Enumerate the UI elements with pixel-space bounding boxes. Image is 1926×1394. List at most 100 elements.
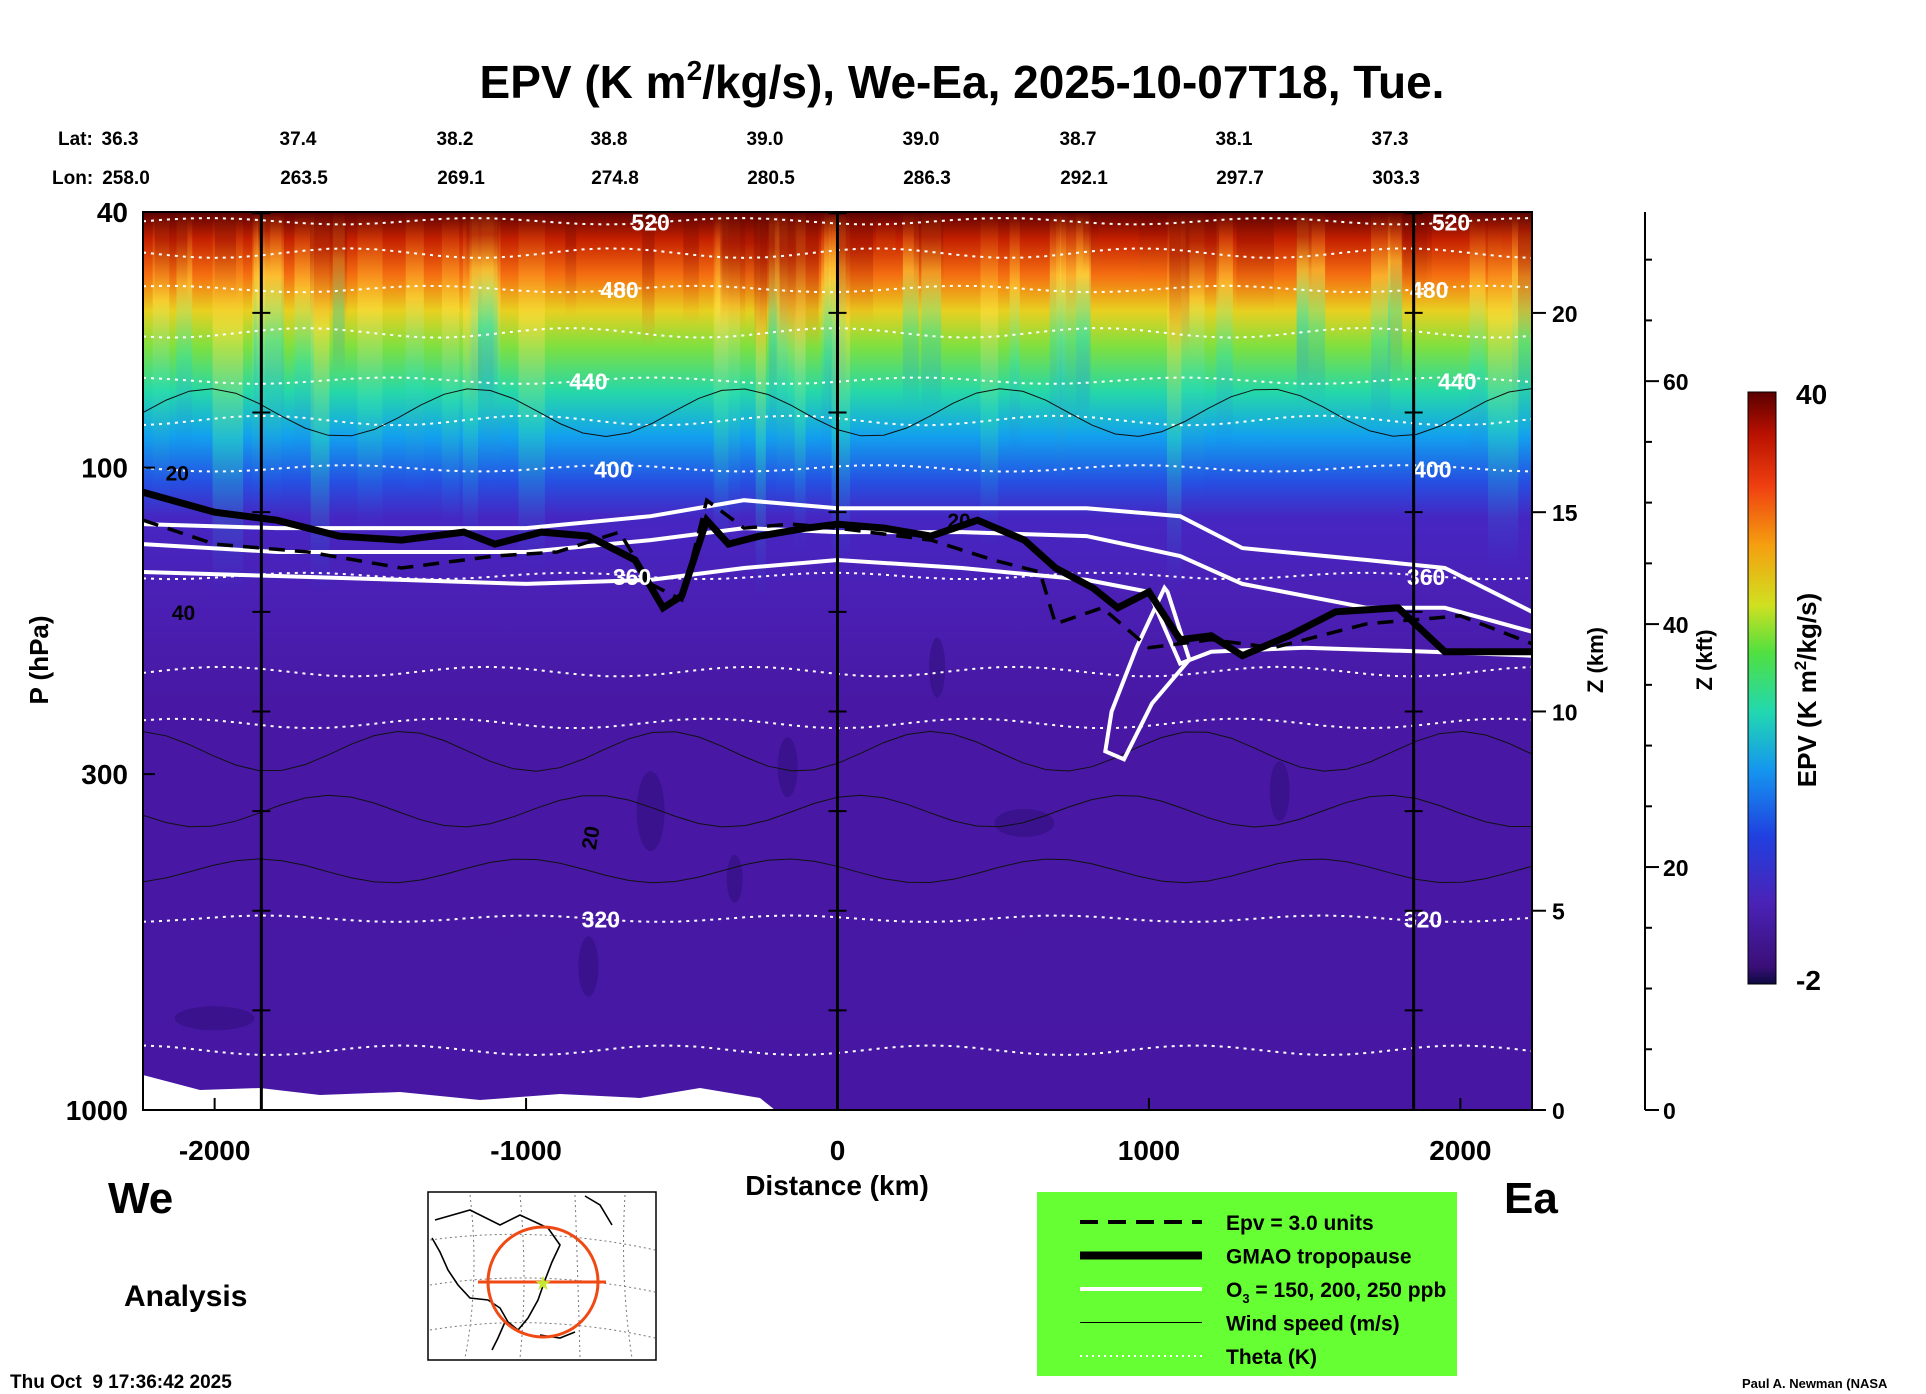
epv-stripe-dark	[835, 212, 874, 327]
lat-value: 37.3	[1372, 129, 1409, 150]
lon-value: 263.5	[280, 168, 328, 189]
epv-blob	[726, 854, 743, 903]
x-tick-label: 2000	[1429, 1135, 1491, 1166]
ozone-lobe	[1103, 584, 1192, 762]
lon-value: 280.5	[747, 168, 795, 189]
z-kft-tick-label: 0	[1663, 1098, 1676, 1124]
legend: Epv = 3.0 units GMAO tropopause O3 = 150, …	[1080, 1212, 1446, 1369]
x-tick-label: -1000	[490, 1135, 562, 1166]
epv-stripe-dark	[913, 212, 944, 296]
epv-stripe	[829, 212, 839, 437]
theta-label: 520	[1432, 209, 1470, 235]
epv-blob	[578, 936, 599, 997]
epv-stripe-dark	[759, 212, 797, 332]
epv-stripe-dark	[1083, 212, 1099, 274]
pressure-axis: 40 100 300 1000	[66, 197, 155, 1126]
epv-stripe-dark	[1518, 212, 1532, 269]
legend-label: O3 = 150, 200, 250 ppb	[1226, 1279, 1446, 1306]
theta-label: 400	[1413, 456, 1451, 482]
epv3-contour	[143, 497, 1532, 650]
credit: Paul A. Newman (NASA	[1742, 1376, 1888, 1391]
theta-label: 520	[631, 209, 669, 235]
z-km-tick-label: 15	[1552, 500, 1578, 526]
inset-map-frame	[427, 1191, 657, 1361]
z-km-tick-label: 0	[1552, 1098, 1565, 1124]
z-km-label: Z (km)	[1583, 627, 1608, 693]
epv-stripe-dark	[876, 212, 896, 255]
z-kft-label: Z (kft)	[1692, 629, 1717, 690]
legend-box	[1037, 1192, 1457, 1376]
epv-stripe-dark	[1236, 212, 1274, 312]
epv-stripe-dark	[683, 212, 699, 325]
lat-value: 38.1	[1216, 129, 1253, 150]
z-kft-tick-label: 20	[1663, 855, 1689, 881]
terrain-mask	[143, 1075, 775, 1110]
epv-stripe	[821, 212, 831, 454]
z-km-tick-label: 10	[1552, 699, 1578, 725]
epv-blob	[174, 1006, 255, 1031]
inset-map: ★	[427, 1191, 657, 1361]
east-label: Ea	[1504, 1174, 1558, 1223]
lat-value: 39.0	[903, 129, 940, 150]
epv-stripe-dark	[466, 212, 499, 286]
epv-stripe-dark	[722, 212, 760, 315]
epv-stripe-dark	[565, 212, 577, 318]
p-tick-label: 100	[81, 453, 128, 484]
colorbar-label: EPV (K m2/kg/s)	[1791, 593, 1822, 787]
z-kft-tick-label: 60	[1663, 369, 1689, 395]
lat-value: 38.8	[591, 129, 628, 150]
epv-field	[143, 212, 1532, 1110]
lon-value: 258.0	[102, 168, 150, 189]
epv-stripe	[294, 212, 314, 468]
epv-stripe	[1371, 212, 1391, 427]
epv-stripe	[980, 212, 999, 547]
x-axis: -2000 -1000 0 1000 2000	[179, 1098, 1492, 1166]
y-axis-label: P (hPa)	[24, 615, 54, 704]
z-km-axis: 0 5 10 15 20	[1532, 301, 1578, 1124]
lon-value: 274.8	[591, 168, 639, 189]
wind-labels: 20 40 20 20	[166, 462, 971, 851]
theta-label: 360	[613, 564, 651, 590]
x-axis-label: Distance (km)	[745, 1170, 929, 1201]
p-tick-label: 1000	[66, 1095, 128, 1126]
epv-stripe	[462, 212, 478, 554]
epv-blob	[994, 809, 1055, 837]
chart-title: EPV (K m2/kg/s), We-Ea, 2025-10-07T18, T…	[480, 55, 1445, 108]
p-tick-label: 40	[97, 197, 128, 228]
epv-stripe-dark	[1403, 212, 1432, 296]
z-kft-tick-label: 40	[1663, 612, 1689, 638]
epv-stripe-dark	[154, 212, 188, 302]
epv-stripe	[1387, 212, 1403, 378]
z-kft-axis: 0 20 40 60	[1644, 212, 1689, 1124]
lon-label: Lon:	[52, 168, 93, 189]
inset-map-graticule	[429, 1194, 656, 1359]
theta-label: 400	[594, 456, 632, 482]
lat-label: Lat:	[58, 129, 93, 150]
legend-label: Wind speed (m/s)	[1226, 1313, 1400, 1336]
epv-stripe-dark	[1138, 212, 1169, 282]
lon-value: 269.1	[437, 168, 485, 189]
legend-label: Epv = 3.0 units	[1226, 1212, 1374, 1235]
timestamp: Thu Oct 9 17:36:42 2025	[10, 1372, 232, 1393]
epv-stripe	[518, 212, 545, 570]
epv-stripe	[755, 212, 766, 600]
theta-label: 440	[1438, 369, 1476, 395]
lat-value: 38.2	[437, 129, 474, 150]
epv-stripe-dark	[1169, 212, 1190, 355]
epv-stripe-dark	[1296, 212, 1312, 290]
lon-value: 297.7	[1216, 168, 1264, 189]
epv-stripe	[1049, 212, 1062, 424]
z-km-tick-label: 5	[1552, 899, 1565, 925]
wind-label: 40	[172, 602, 195, 625]
p-tick-label: 300	[81, 759, 128, 790]
x-tick-label: -2000	[179, 1135, 251, 1166]
z-km-tick-label: 20	[1552, 301, 1578, 327]
colorbar	[1747, 391, 1777, 985]
colorbar-max: 40	[1796, 379, 1827, 410]
theta-label: 440	[569, 369, 607, 395]
ozone-contour	[143, 498, 1532, 614]
ozone-contour	[143, 557, 1532, 667]
west-label: We	[108, 1174, 173, 1223]
epv-stripe	[1216, 212, 1233, 453]
